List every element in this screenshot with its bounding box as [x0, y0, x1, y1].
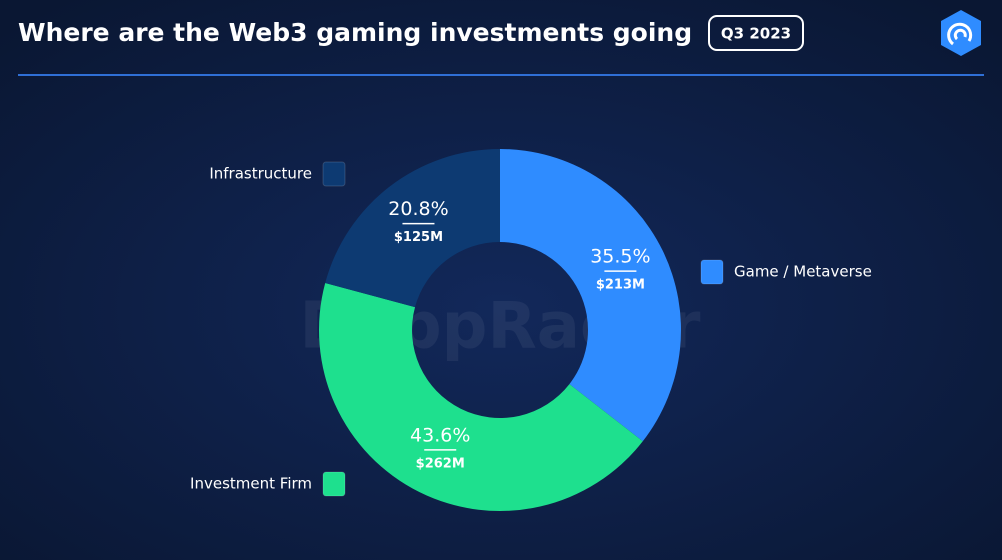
- donut-slice: [500, 149, 681, 442]
- donut-slice: [319, 283, 643, 512]
- legend-swatch: [322, 161, 346, 187]
- legend-label: Game / Metaverse: [734, 263, 872, 281]
- amount-label: $125M: [394, 230, 443, 245]
- donut-slice: [325, 149, 500, 308]
- chart-title: Where are the Web3 gaming investments go…: [18, 18, 692, 47]
- badge-frame: [708, 15, 804, 51]
- legend-swatch: [322, 471, 346, 497]
- legend-label: Infrastructure: [209, 165, 312, 183]
- logo: [941, 10, 981, 56]
- legend-label: Investment Firm: [190, 475, 312, 493]
- percent-label: 20.8%: [388, 198, 448, 220]
- percent-label: 35.5%: [590, 246, 650, 268]
- amount-label: $213M: [596, 278, 645, 293]
- percent-label: 43.6%: [410, 424, 470, 446]
- amount-label: $262M: [416, 456, 465, 471]
- badge: Q3 2023: [721, 25, 791, 43]
- legend-swatch: [700, 259, 724, 285]
